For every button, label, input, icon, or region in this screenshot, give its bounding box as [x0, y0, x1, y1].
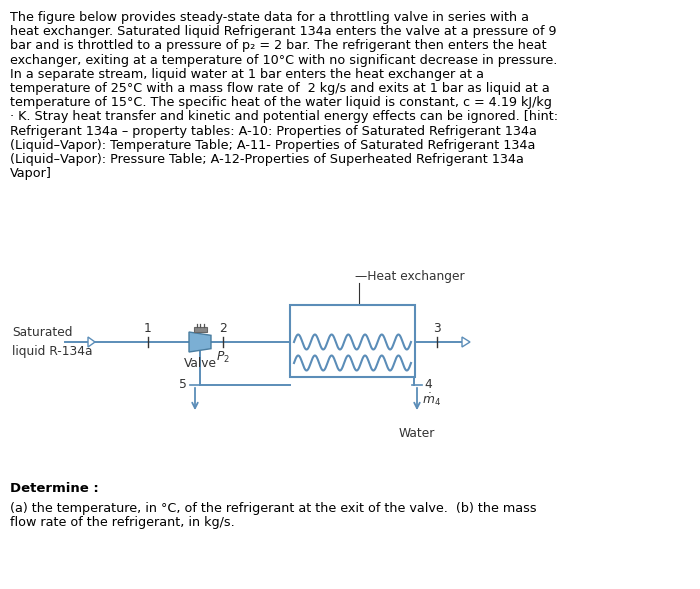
Text: 2: 2	[219, 322, 227, 335]
Text: The figure below provides steady-state data for a throttling valve in series wit: The figure below provides steady-state d…	[10, 11, 529, 24]
Text: Water: Water	[399, 427, 435, 440]
Text: flow rate of the refrigerant, in kg/s.: flow rate of the refrigerant, in kg/s.	[10, 516, 235, 529]
Text: exchanger, exiting at a temperature of 10°C with no significant decrease in pres: exchanger, exiting at a temperature of 1…	[10, 54, 557, 67]
Text: In a separate stream, liquid water at 1 bar enters the heat exchanger at a: In a separate stream, liquid water at 1 …	[10, 68, 484, 81]
Text: temperature of 25°C with a mass flow rate of  2 kg/s and exits at 1 bar as liqui: temperature of 25°C with a mass flow rat…	[10, 82, 550, 95]
Text: liquid R-134a: liquid R-134a	[12, 345, 92, 358]
Text: Determine :: Determine :	[10, 482, 99, 495]
Text: · K. Stray heat transfer and kinetic and potential energy effects can be ignored: · K. Stray heat transfer and kinetic and…	[10, 110, 558, 124]
Text: Vapor]: Vapor]	[10, 167, 52, 180]
Text: heat exchanger. Saturated liquid Refrigerant 134a enters the valve at a pressure: heat exchanger. Saturated liquid Refrige…	[10, 25, 556, 38]
Polygon shape	[88, 337, 95, 347]
Text: $\dot{m}_4$: $\dot{m}_4$	[422, 392, 441, 408]
Text: (Liquid–Vapor): Temperature Table; A-11- Properties of Saturated Refrigerant 134: (Liquid–Vapor): Temperature Table; A-11-…	[10, 139, 536, 152]
Text: Refrigerant 134a – property tables: A-10: Properties of Saturated Refrigerant 13: Refrigerant 134a – property tables: A-10…	[10, 125, 537, 138]
Text: 1: 1	[144, 322, 152, 335]
Text: 3: 3	[433, 322, 441, 335]
Text: (Liquid–Vapor): Pressure Table; A-12-Properties of Superheated Refrigerant 134a: (Liquid–Vapor): Pressure Table; A-12-Pro…	[10, 153, 524, 166]
Text: Valve: Valve	[183, 357, 216, 370]
Text: 5: 5	[179, 379, 187, 392]
Bar	[193, 327, 206, 332]
Polygon shape	[189, 332, 211, 352]
Text: (a) the temperature, in °C, of the refrigerant at the exit of the valve.  (b) th: (a) the temperature, in °C, of the refri…	[10, 502, 537, 515]
Text: bar and is throttled to a pressure of p₂ = 2 bar. The refrigerant then enters th: bar and is throttled to a pressure of p₂…	[10, 39, 547, 52]
Text: —Heat exchanger: —Heat exchanger	[355, 270, 465, 283]
Text: $P_2$: $P_2$	[216, 350, 230, 365]
Bar	[290, 305, 415, 377]
Text: temperature of 15°C. The specific heat of the water liquid is constant, c = 4.19: temperature of 15°C. The specific heat o…	[10, 96, 552, 109]
Text: 4: 4	[424, 379, 432, 392]
Text: Saturated: Saturated	[12, 326, 73, 339]
Polygon shape	[462, 337, 470, 347]
